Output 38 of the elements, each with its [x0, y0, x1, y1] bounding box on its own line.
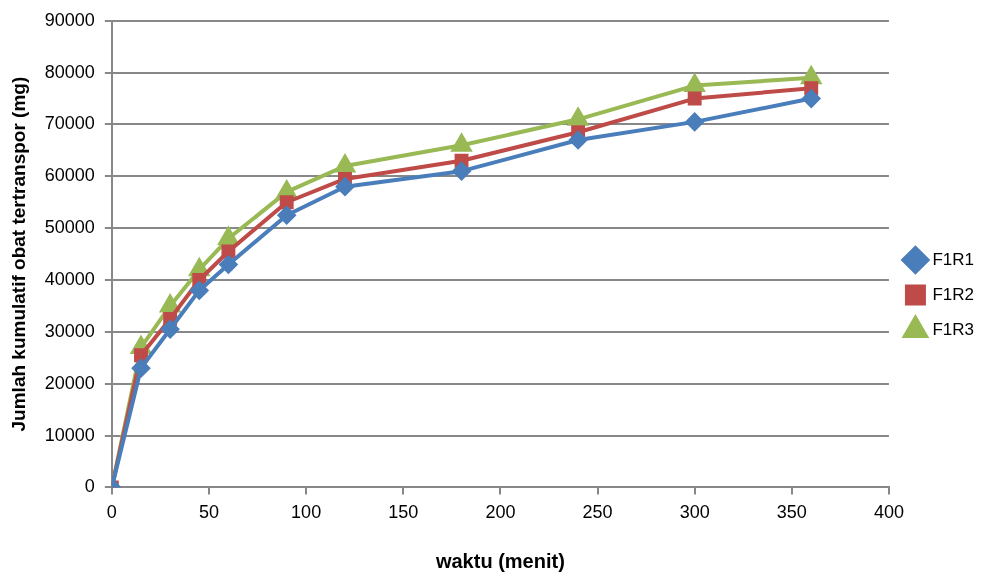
x-tick-label: 0	[106, 502, 117, 523]
y-tick-label: 40000	[44, 268, 95, 289]
legend-label: F1R2	[932, 284, 975, 304]
point	[221, 244, 236, 259]
point	[335, 177, 354, 196]
y-tick-label: 30000	[44, 320, 95, 341]
x-tick-label: 100	[291, 502, 322, 523]
x-tick-label: 350	[776, 502, 807, 523]
point	[219, 255, 238, 274]
point	[161, 320, 180, 339]
point	[134, 348, 148, 363]
legend-label: F1R3	[932, 319, 975, 339]
y-tick-label: 60000	[44, 165, 95, 186]
x-tick-label: 300	[679, 502, 710, 523]
x-tick-label: 200	[485, 502, 516, 523]
x-tick-label: 50	[198, 502, 219, 523]
point	[131, 359, 150, 378]
point	[279, 195, 294, 210]
point	[190, 281, 209, 300]
x-tick-label: 150	[388, 502, 419, 523]
y-tick-label: 80000	[44, 61, 95, 82]
x-axis-title: waktu (menit)	[434, 549, 565, 572]
point	[569, 131, 588, 150]
point	[687, 91, 702, 106]
y-axis-title: Jumlah kumulatif obat tertranspor (mg)	[7, 76, 29, 432]
point	[277, 206, 296, 225]
point	[452, 162, 471, 181]
point	[685, 112, 704, 131]
y-tick-label: 70000	[44, 113, 95, 134]
legend-label: F1R1	[932, 249, 975, 269]
x-tick-label: 400	[873, 502, 904, 523]
y-tick-label: 10000	[44, 424, 95, 445]
y-tick-label: 50000	[44, 217, 95, 238]
point	[802, 89, 821, 108]
x-tick-label: 250	[582, 502, 613, 523]
y-tick-label: 20000	[44, 372, 95, 393]
y-tick-label: 0	[84, 476, 95, 497]
y-tick-label: 90000	[44, 9, 95, 30]
